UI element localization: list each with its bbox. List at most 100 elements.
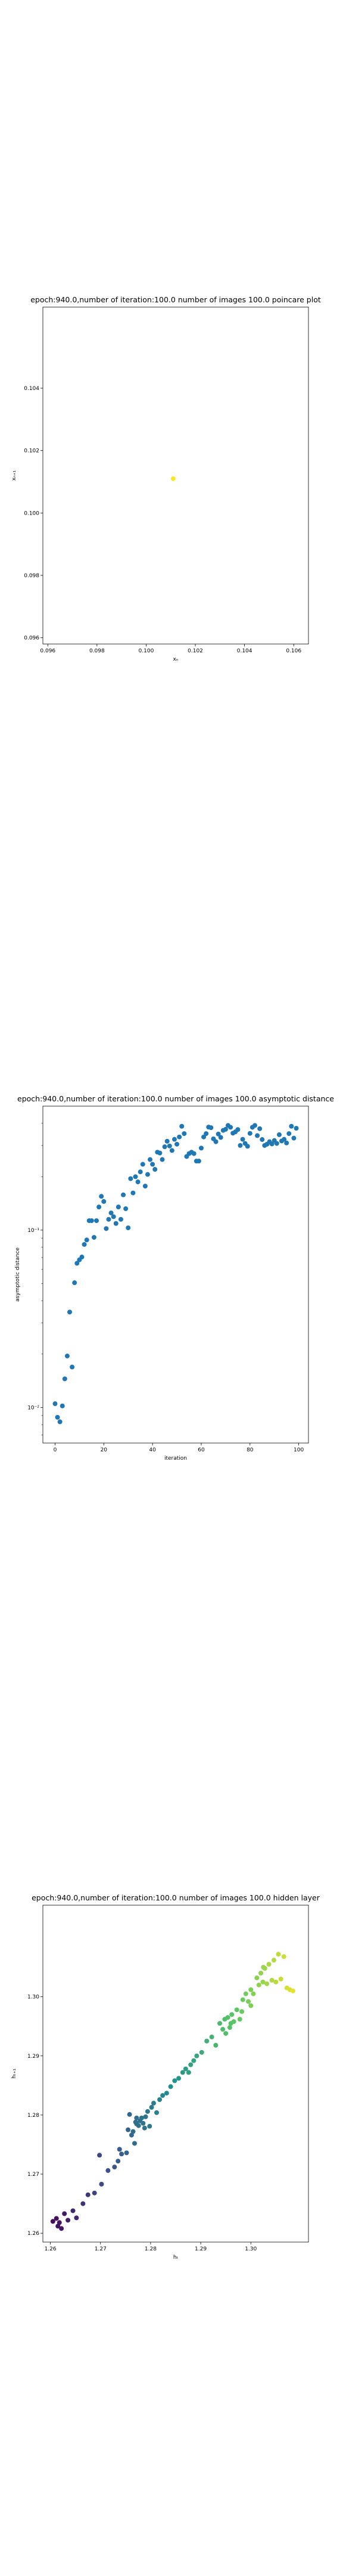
data-point — [154, 2110, 160, 2115]
x-tick-label: 0.104 — [237, 648, 252, 654]
data-point — [201, 1134, 207, 1140]
data-point — [225, 2015, 230, 2020]
data-point — [213, 2042, 219, 2048]
data-point — [150, 1162, 155, 1167]
data-point — [256, 1982, 261, 1987]
data-point — [273, 1979, 279, 1984]
data-point — [62, 2211, 67, 2216]
y-tick-label: 10⁻¹ — [27, 1228, 39, 1234]
x-axis-label: hₜ — [173, 2255, 179, 2261]
asymptotic-distance-plot: epoch:940.0,number of iteration:100.0 nu… — [15, 1094, 334, 1462]
data-point — [162, 1144, 167, 1150]
y-tick-label: 0.102 — [24, 448, 39, 454]
data-point — [235, 1127, 241, 1132]
chart-title: epoch:940.0,number of iteration:100.0 nu… — [17, 1094, 334, 1103]
data-point — [157, 1150, 163, 1156]
data-point — [196, 1159, 201, 1164]
data-point — [170, 476, 176, 481]
data-point — [160, 2093, 166, 2098]
data-point — [80, 2201, 86, 2206]
data-point — [91, 1235, 96, 1240]
data-point — [237, 2017, 242, 2022]
x-tick-label: 60 — [198, 1447, 205, 1453]
data-point — [62, 1376, 67, 1382]
data-point — [70, 2208, 76, 2213]
data-point — [72, 1280, 77, 1286]
data-point — [194, 2053, 199, 2058]
data-point — [172, 1137, 177, 1142]
data-point — [286, 1131, 292, 1137]
y-tick-label: 0.098 — [24, 573, 39, 579]
data-point — [138, 1169, 143, 1175]
x-tick-label: 0.102 — [188, 648, 203, 654]
data-point — [179, 1123, 185, 1129]
x-tick-label: 0.106 — [286, 648, 301, 654]
data-point — [180, 2070, 185, 2075]
data-point — [188, 2062, 194, 2067]
data-point — [135, 1179, 141, 1185]
data-point — [240, 1137, 245, 1142]
data-point — [70, 1364, 75, 1370]
data-point — [290, 1988, 295, 1993]
data-point — [97, 2153, 102, 2158]
data-point — [116, 2159, 121, 2164]
y-tick-label: 1.29 — [27, 2054, 39, 2060]
y-tick-label: 0.096 — [24, 636, 39, 642]
data-point — [130, 1190, 136, 1196]
y-tick-label: 1.26 — [27, 2231, 39, 2237]
data-point — [213, 1139, 219, 1144]
data-point — [60, 1403, 65, 1408]
data-point — [229, 2012, 235, 2017]
data-point — [132, 2141, 137, 2146]
data-point — [94, 1218, 99, 1224]
data-point — [105, 2168, 111, 2174]
data-point — [118, 1216, 123, 1222]
data-point — [177, 1134, 182, 1140]
x-tick-label: 1.26 — [45, 2246, 57, 2252]
data-point — [126, 2127, 131, 2132]
data-point — [128, 1176, 133, 1181]
data-point — [228, 1125, 233, 1130]
data-point — [218, 1135, 223, 1140]
data-point — [261, 1965, 266, 1970]
data-point — [174, 1141, 180, 1147]
data-point — [164, 2091, 169, 2096]
data-point — [133, 1174, 138, 1179]
data-point — [271, 1958, 276, 1963]
data-point — [239, 2009, 245, 2014]
data-point — [148, 1157, 153, 1162]
data-point — [127, 2111, 132, 2117]
data-point — [145, 1172, 150, 1177]
data-point — [85, 2192, 91, 2197]
data-point — [99, 1194, 104, 1199]
x-tick-label: 40 — [149, 1447, 156, 1453]
data-point — [112, 2165, 117, 2170]
data-point — [124, 2150, 129, 2156]
x-tick-label: 0.098 — [89, 648, 105, 654]
data-point — [99, 2181, 104, 2187]
data-point — [228, 2021, 233, 2026]
data-point — [54, 2216, 59, 2221]
data-point — [248, 2003, 254, 2008]
data-point — [260, 1979, 266, 1984]
data-point — [84, 1237, 89, 1243]
data-point — [278, 1976, 283, 1981]
data-point — [282, 1137, 287, 1142]
data-point — [281, 1954, 286, 1959]
data-point — [276, 1952, 281, 1957]
data-point — [291, 1135, 297, 1141]
x-axis-label: iteration — [164, 1456, 187, 1462]
data-point — [142, 2125, 147, 2131]
chart-title: epoch:940.0,number of iteration:100.0 nu… — [30, 295, 321, 304]
data-point — [217, 2021, 223, 2026]
data-point — [151, 2101, 156, 2106]
data-point — [246, 1999, 251, 2004]
data-point — [141, 2120, 146, 2126]
data-point — [92, 2190, 97, 2196]
data-point — [183, 2066, 188, 2072]
data-point — [208, 1125, 214, 1131]
y-tick-label: 1.30 — [27, 1995, 39, 2001]
y-axis-label: hₜ₊₁ — [11, 2069, 17, 2079]
data-point — [223, 1126, 228, 1132]
data-point — [176, 2076, 182, 2081]
